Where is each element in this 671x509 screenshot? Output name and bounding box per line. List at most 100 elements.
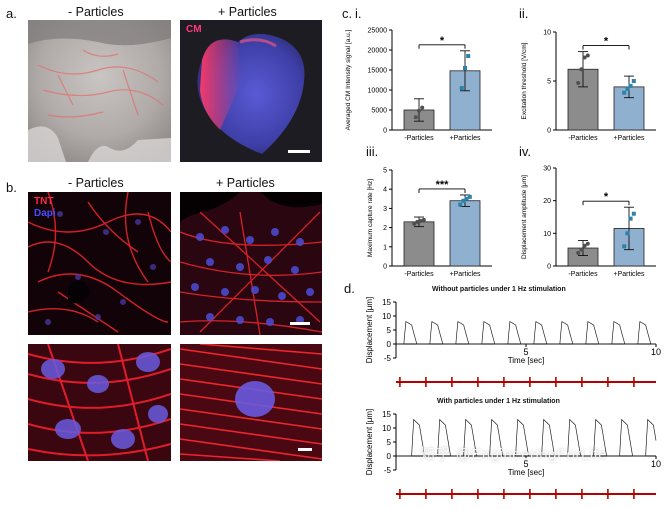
cm-stain-tag: CM bbox=[186, 24, 202, 35]
displacement-trace-with: -5 0 5 10 15 5 10 Time [sec] Displacement [μm] bbox=[365, 409, 661, 499]
y-tick-label: 0 bbox=[383, 128, 387, 135]
watermark: 知乎 @EngineeringForLife bbox=[420, 446, 608, 463]
data-point bbox=[412, 221, 417, 226]
tnt-dapi-image-without-low: TNT Dapi bbox=[28, 192, 171, 335]
data-point bbox=[628, 216, 633, 221]
data-point bbox=[579, 247, 584, 252]
y-tick-label: 10 bbox=[543, 30, 551, 37]
data-point bbox=[622, 90, 627, 95]
bar bbox=[567, 68, 599, 131]
x-axis-label: Time [sec] bbox=[508, 468, 545, 477]
data-point bbox=[418, 218, 423, 223]
data-point bbox=[420, 105, 425, 110]
y-tick-label: 3 bbox=[383, 206, 387, 213]
tnt-dapi-image-with-low bbox=[180, 192, 322, 335]
y-tick-label: 5 bbox=[387, 438, 392, 447]
tnt-dapi-image-without-high bbox=[28, 344, 171, 461]
x-tick-label: 10 bbox=[651, 347, 661, 357]
bar bbox=[449, 200, 481, 267]
data-point bbox=[421, 217, 426, 222]
y-tick-label: 15 bbox=[382, 410, 391, 419]
scale-bar bbox=[290, 322, 310, 325]
y-axis-label: Maximum capture rate [Hz] bbox=[367, 179, 374, 257]
data-point bbox=[413, 115, 418, 120]
data-point bbox=[467, 194, 472, 199]
data-point bbox=[415, 219, 420, 224]
cm-fluorescence-image: CM bbox=[180, 20, 322, 162]
y-tick-label: 0 bbox=[547, 128, 551, 135]
panel-c-sub-i: i. bbox=[355, 6, 362, 21]
data-point bbox=[631, 211, 636, 216]
y-tick-label: 5000 bbox=[371, 108, 387, 115]
significance-marker: * bbox=[604, 36, 609, 48]
data-point bbox=[463, 66, 467, 70]
y-tick-label: 0 bbox=[383, 264, 387, 271]
x-tick-label: 5 bbox=[523, 459, 528, 469]
scale-bar bbox=[298, 448, 312, 451]
y-tick-label: 0 bbox=[387, 452, 392, 461]
y-tick-label: 1 bbox=[383, 244, 387, 251]
x-tick-label: 10 bbox=[651, 459, 661, 469]
y-tick-label: 15000 bbox=[368, 68, 388, 75]
category-label: +Particles bbox=[450, 135, 481, 142]
panel-a-title-without: - Particles bbox=[68, 5, 124, 19]
data-point bbox=[417, 108, 421, 113]
category-label: +Particles bbox=[614, 271, 645, 278]
y-tick-label: 10 bbox=[382, 424, 391, 433]
category-label: -Particles bbox=[404, 271, 434, 278]
category-label: -Particles bbox=[568, 271, 598, 278]
y-tick-label: 0 bbox=[547, 264, 551, 271]
data-point bbox=[622, 244, 627, 249]
category-label: +Particles bbox=[450, 271, 481, 278]
panel-c-sub-ii: ii. bbox=[519, 6, 529, 21]
y-tick-label: 20000 bbox=[368, 48, 388, 55]
bar-chart-capture-rate: 0 1 2 3 4 5 Maximum capture rate [Hz] -Particle… bbox=[367, 168, 492, 278]
data-point bbox=[458, 202, 463, 207]
trace-title-with: With particles under 1 Hz stimulation bbox=[437, 398, 560, 405]
y-tick-label: 0 bbox=[387, 340, 392, 349]
displacement-trace-line bbox=[396, 418, 657, 457]
data-point bbox=[628, 83, 633, 88]
tnt-stain-tag: TNT bbox=[34, 196, 54, 207]
data-point bbox=[625, 86, 630, 91]
data-point bbox=[579, 67, 584, 72]
panel-a-label: a. bbox=[6, 6, 17, 21]
panel-c-label: c. bbox=[342, 6, 353, 21]
y-axis-label: Displacement amplitude [μm] bbox=[521, 175, 528, 259]
y-axis-label: Displacement [μm] bbox=[365, 409, 374, 475]
y-tick-label: 10 bbox=[543, 231, 551, 238]
category-label: -Particles bbox=[404, 135, 434, 142]
significance-marker: * bbox=[440, 35, 445, 47]
data-point bbox=[585, 241, 590, 246]
data-point bbox=[464, 196, 469, 201]
x-tick-label: 5 bbox=[523, 347, 528, 357]
y-tick-label: 15 bbox=[382, 298, 391, 307]
bar-chart-excitation-threshold: 0 5 10 Excitation threshold [V/cm] -Particle… bbox=[521, 30, 656, 142]
panel-b-title-with: + Particles bbox=[216, 176, 275, 190]
bar bbox=[403, 221, 435, 267]
y-tick-label: 5 bbox=[383, 168, 387, 175]
x-axis-label: Time [sec] bbox=[508, 356, 545, 365]
significance-marker: * bbox=[604, 191, 609, 203]
data-point bbox=[576, 80, 581, 85]
y-axis-label: Excitation threshold [V/cm] bbox=[521, 42, 528, 119]
bar-chart-displacement-amplitude: 0 10 20 30 Displacement amplitude [μm] -Parti… bbox=[521, 166, 656, 278]
data-point bbox=[466, 54, 471, 58]
y-axis-label: Averaged CM Intensity signal [a.u.] bbox=[345, 29, 352, 130]
panel-c-sub-iii: iii. bbox=[366, 144, 379, 159]
y-tick-label: -5 bbox=[384, 466, 392, 475]
displacement-trace-line bbox=[396, 320, 656, 345]
y-axis-label: Displacement [μm] bbox=[365, 297, 374, 363]
tnt-dapi-image-with-high bbox=[180, 344, 322, 461]
panel-a-title-with: + Particles bbox=[218, 5, 277, 19]
data-point bbox=[576, 250, 581, 255]
data-point bbox=[582, 243, 587, 248]
y-tick-label: 4 bbox=[383, 187, 387, 194]
y-tick-label: 10000 bbox=[368, 88, 388, 95]
y-tick-label: 20 bbox=[543, 198, 551, 205]
dapi-stain-tag: Dapi bbox=[34, 208, 56, 219]
y-tick-label: 25000 bbox=[368, 28, 388, 35]
bar-chart-cm-intensity: 0 5000 10000 15000 20000 25000 Averaged CM Int… bbox=[345, 28, 492, 142]
y-tick-label: 10 bbox=[382, 312, 391, 321]
scale-bar bbox=[288, 150, 310, 153]
